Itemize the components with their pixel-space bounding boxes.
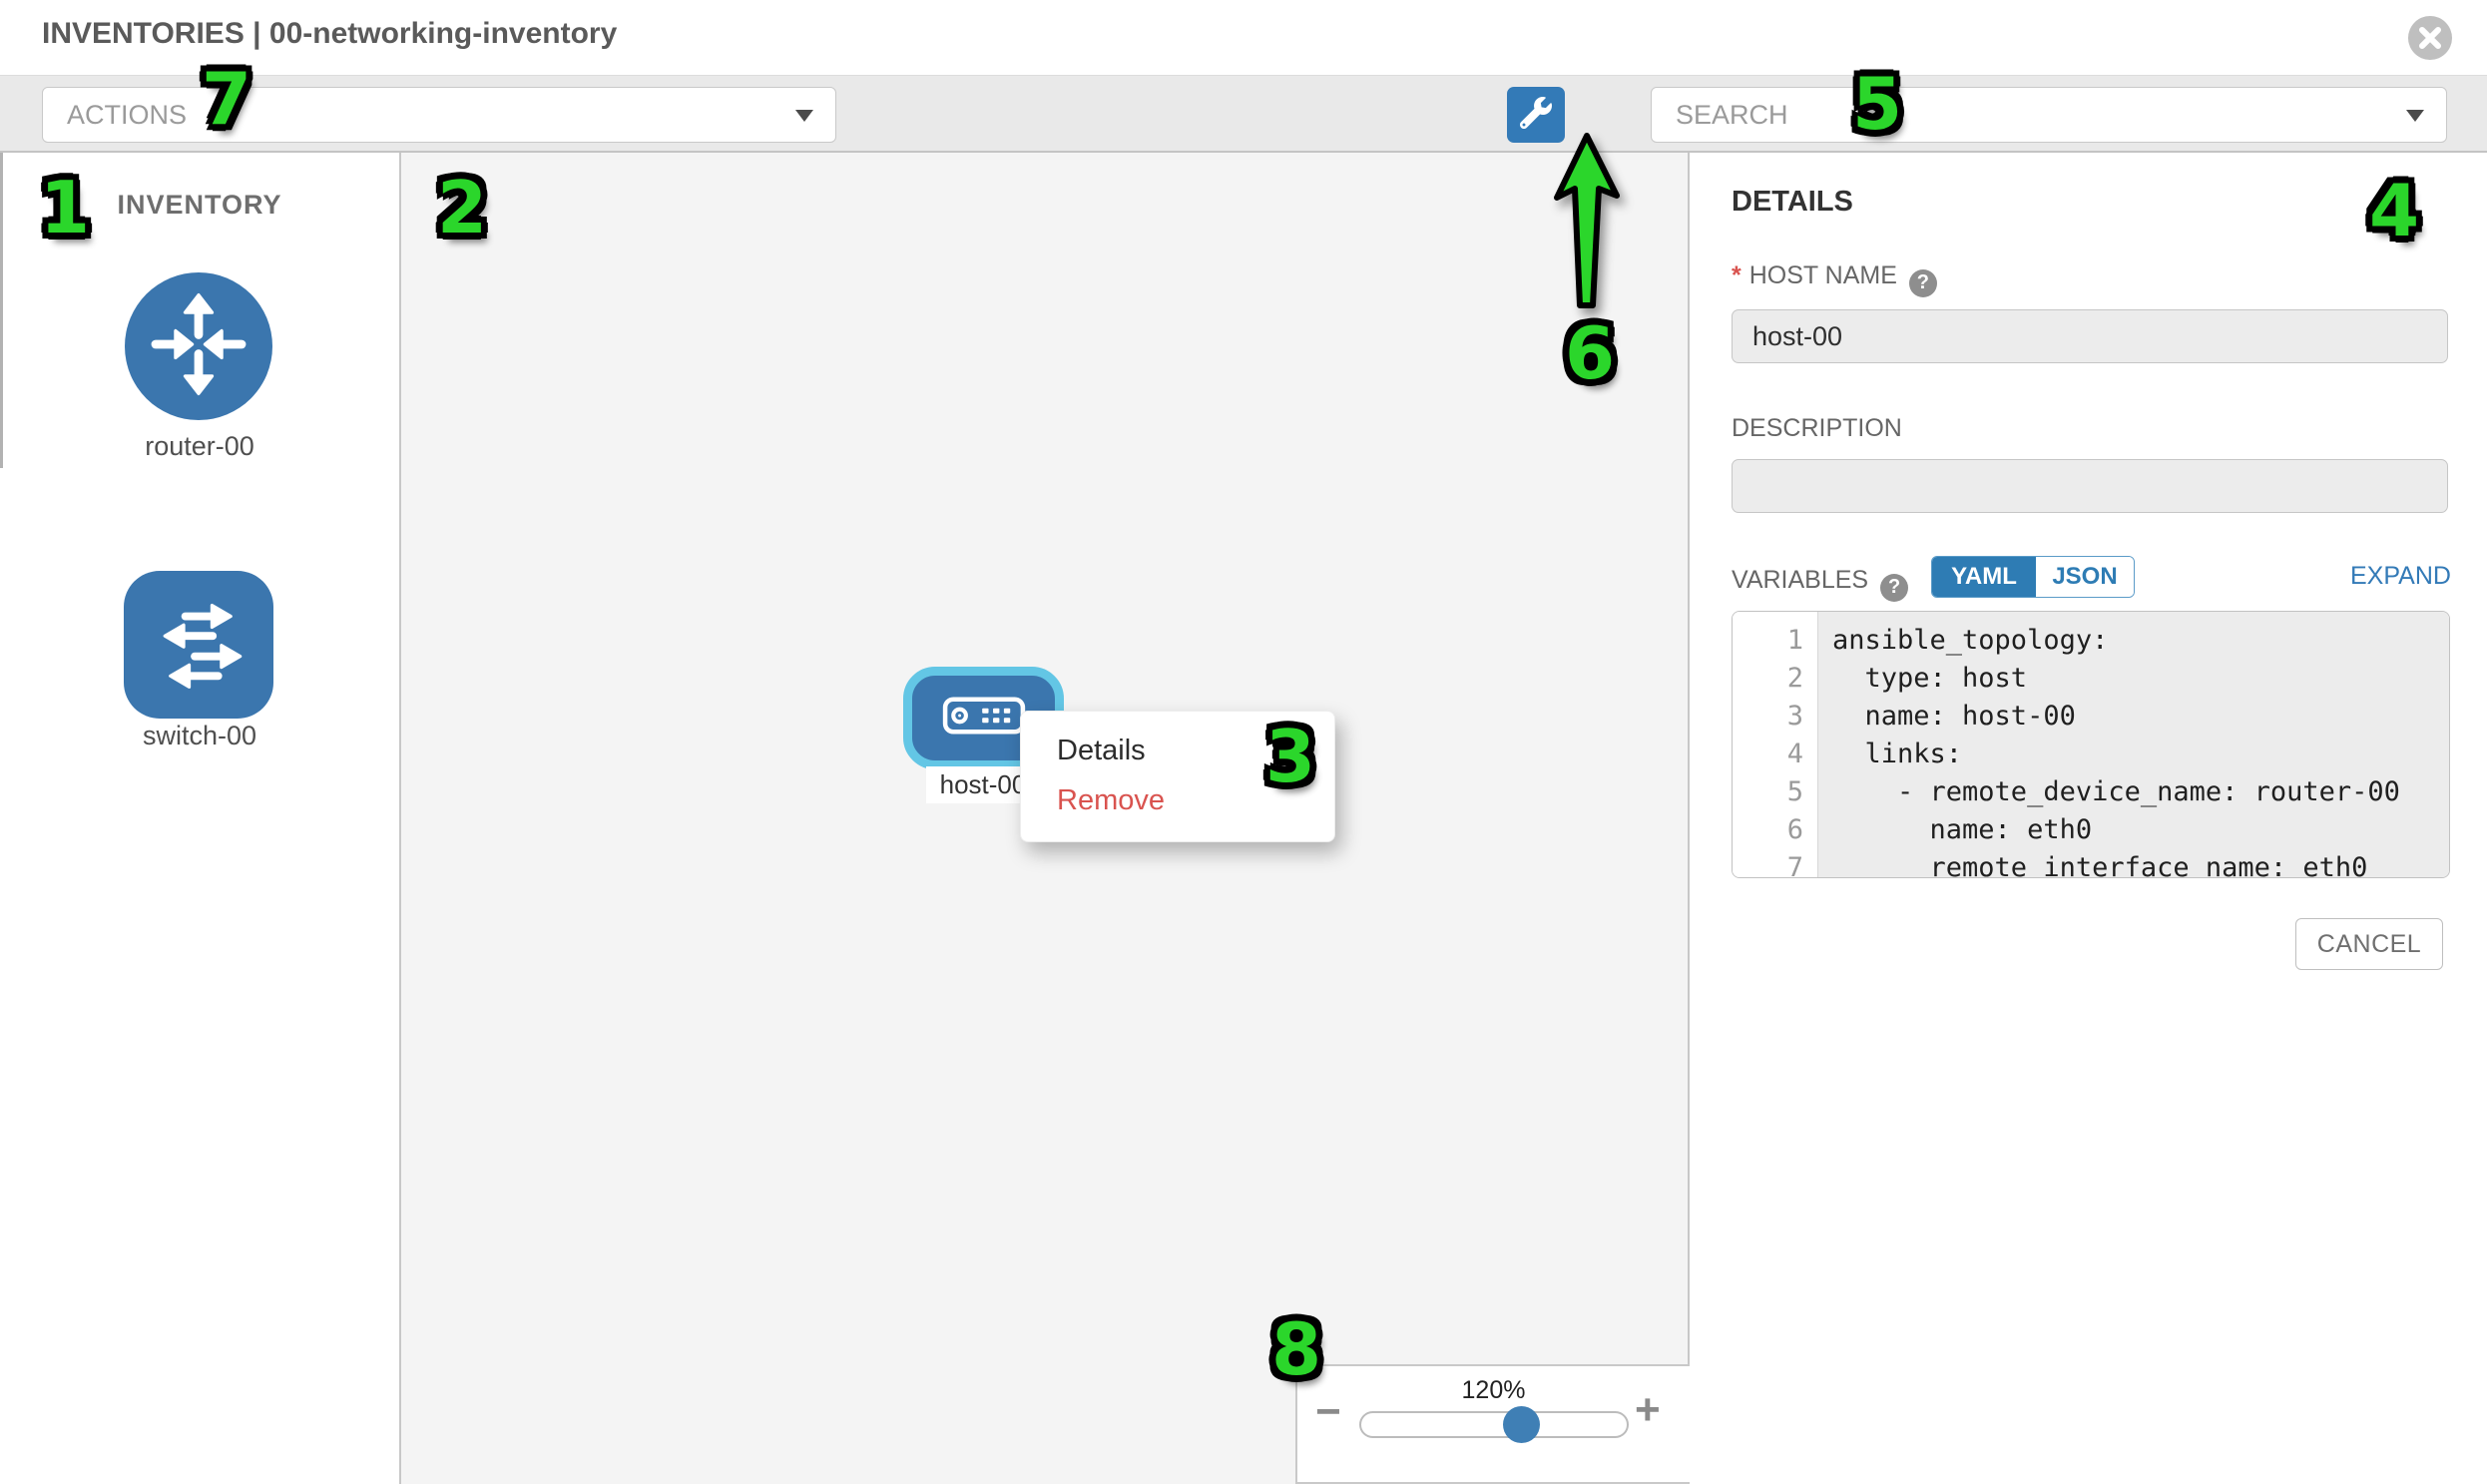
line-number: 1 — [1786, 625, 1803, 656]
window-header: INVENTORIES | 00-networking-inventory — [0, 0, 2487, 75]
sidebar-scrollbar[interactable] — [0, 153, 3, 468]
annotation-5: 5 — [1852, 62, 1903, 146]
line-number: 5 — [1786, 776, 1803, 807]
switch-icon — [140, 584, 257, 706]
zoom-slider-thumb[interactable] — [1503, 1406, 1540, 1443]
details-panel: DETAILS *HOST NAME? DESCRIPTION VARIABLE… — [1692, 153, 2487, 1484]
annotation-7: 7 — [202, 57, 252, 141]
required-asterisk: * — [1732, 261, 1741, 289]
code-line: ansible_topology: — [1832, 625, 2109, 656]
code-line: name: eth0 — [1832, 814, 2093, 845]
description-label: DESCRIPTION — [1732, 414, 1902, 442]
chevron-down-icon — [2406, 110, 2424, 122]
code-line: remote_interface_name: eth0 — [1832, 852, 2368, 878]
annotation-8: 8 — [1271, 1307, 1322, 1391]
palette-item-router[interactable] — [125, 272, 272, 420]
host-name-help-icon[interactable]: ? — [1908, 268, 1937, 297]
line-number: 6 — [1786, 814, 1803, 845]
code-line: - remote_device_name: router-00 — [1832, 776, 2400, 807]
node-context-menu: Details Remove — [1020, 711, 1335, 842]
yaml-toggle-button[interactable]: YAML — [1932, 557, 2036, 597]
context-menu-details[interactable]: Details — [1057, 735, 1146, 766]
host-name-label: HOST NAME — [1748, 261, 1897, 289]
search-dropdown[interactable]: SEARCH — [1651, 87, 2447, 143]
chevron-down-icon — [795, 110, 813, 122]
zoom-control-panel: 120% − + — [1295, 1364, 1690, 1484]
variables-help-icon[interactable]: ? — [1880, 573, 1909, 602]
variables-label: VARIABLES — [1732, 566, 1869, 594]
host-name-label-row: * HOST NAME? — [1732, 261, 1937, 297]
tools-button[interactable] — [1507, 87, 1565, 143]
variables-code-editor[interactable]: 1 2 3 4 5 6 7 ansible_topology: type: ho… — [1732, 611, 2450, 878]
actions-dropdown[interactable]: ACTIONS — [42, 87, 836, 143]
palette-item-router-label: router-00 — [145, 431, 254, 461]
json-toggle-button[interactable]: JSON — [2036, 557, 2134, 597]
code-line: type: host — [1832, 663, 2028, 694]
toolbar: ACTIONS SEARCH — [0, 75, 2487, 219]
annotation-6: 6 — [1565, 311, 1616, 395]
router-icon — [140, 285, 257, 408]
inventory-title: INVENTORY — [117, 190, 282, 220]
zoom-out-button[interactable]: − — [1315, 1387, 1341, 1436]
annotation-arrow-up-icon — [1547, 132, 1627, 318]
annotation-2: 2 — [437, 166, 488, 249]
variables-format-toggle: YAML JSON — [1931, 556, 2135, 598]
editor-code-area[interactable]: ansible_topology: type: host name: host-… — [1818, 612, 2449, 877]
zoom-slider-track[interactable] — [1359, 1411, 1629, 1438]
close-button[interactable] — [2407, 15, 2453, 61]
annotation-1: 1 — [40, 166, 91, 249]
palette-item-switch-label: switch-00 — [142, 721, 257, 750]
cancel-button[interactable]: CANCEL — [2295, 918, 2443, 970]
description-input[interactable] — [1732, 459, 2448, 513]
annotation-3: 3 — [1265, 715, 1316, 798]
close-icon — [2407, 16, 2453, 65]
zoom-in-button[interactable]: + — [1635, 1385, 1661, 1434]
page-title: INVENTORIES | 00-networking-inventory — [42, 17, 618, 50]
search-dropdown-label: SEARCH — [1676, 99, 1788, 130]
server-icon — [942, 697, 1026, 740]
host-name-input[interactable] — [1732, 309, 2448, 363]
editor-line-numbers: 1 2 3 4 5 6 7 — [1733, 612, 1818, 877]
code-line: name: host-00 — [1832, 701, 2076, 732]
expand-link[interactable]: EXPAND — [2350, 562, 2451, 590]
line-number: 7 — [1786, 852, 1803, 878]
palette-item-switch[interactable] — [124, 571, 273, 719]
actions-dropdown-label: ACTIONS — [67, 99, 188, 130]
line-number: 4 — [1786, 739, 1803, 769]
annotation-4: 4 — [2369, 169, 2420, 252]
zoom-level: 120% — [1461, 1376, 1526, 1404]
line-number: 3 — [1786, 701, 1803, 732]
wrench-icon — [1519, 96, 1552, 134]
line-number: 2 — [1786, 663, 1803, 694]
context-menu-remove[interactable]: Remove — [1057, 784, 1165, 816]
variables-label-row: VARIABLES? — [1732, 566, 1909, 602]
details-panel-title: DETAILS — [1732, 186, 1853, 218]
code-line: links: — [1832, 739, 1963, 769]
